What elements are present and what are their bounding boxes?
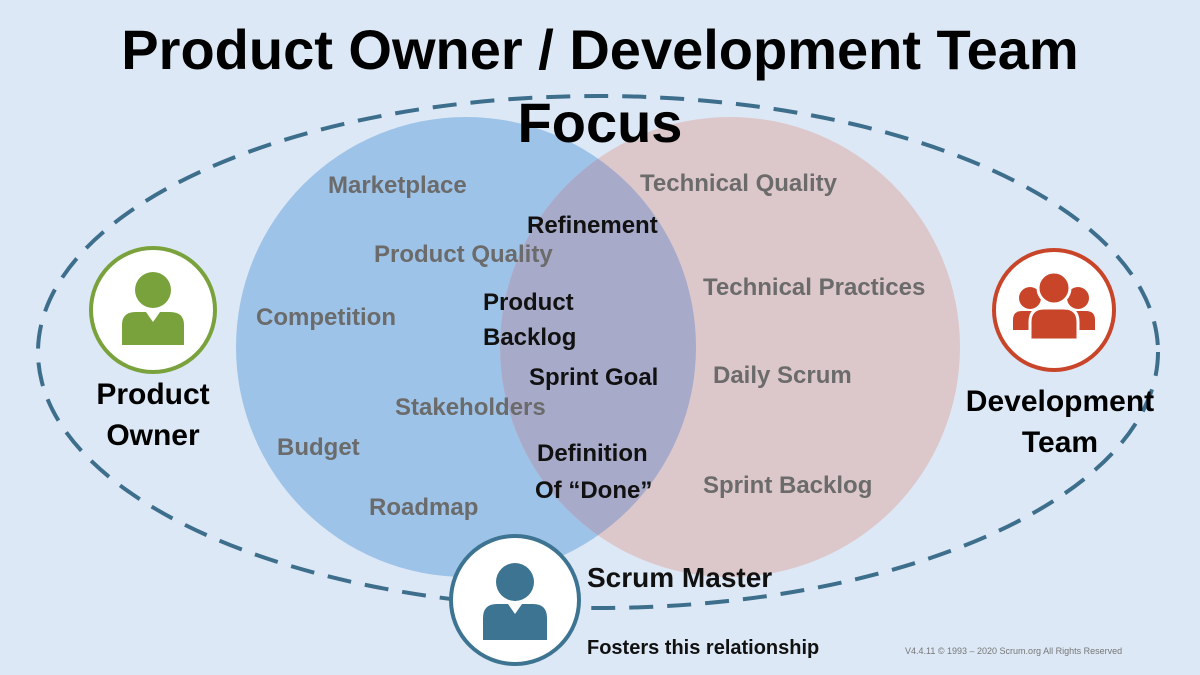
scrum-master-person-icon	[449, 534, 581, 666]
role-development-team-line1: Development	[965, 385, 1155, 418]
po-item-roadmap: Roadmap	[369, 494, 479, 521]
shared-item-sprint-goal: Sprint Goal	[529, 364, 659, 391]
dev-item-daily-scrum: Daily Scrum	[713, 362, 852, 389]
page-title: Product Owner / Development Team	[121, 18, 1079, 81]
footer-copyright-text: © 1993 – 2020 Scrum.org All Rights Reser…	[937, 646, 1123, 656]
shared-item-product-backlog-line2: Backlog	[483, 324, 577, 351]
role-scrum-master: Scrum Master	[587, 562, 773, 593]
dashed-outer-ellipse	[36, 94, 1160, 610]
scrum-master-note: Fosters this relationship	[587, 637, 820, 659]
development-team-group-icon	[992, 248, 1116, 372]
role-development-team: Development Team	[960, 382, 1160, 463]
po-item-product-quality: Product Quality	[374, 241, 553, 268]
po-item-budget: Budget	[277, 434, 360, 461]
footer-version: V4.4.11	[905, 646, 936, 656]
dev-item-sprint-backlog: Sprint Backlog	[703, 472, 873, 499]
overlap-region	[500, 117, 696, 577]
po-item-marketplace: Marketplace	[328, 172, 467, 199]
product-owner-person-icon	[89, 246, 217, 374]
role-product-owner: Product Owner	[73, 375, 233, 456]
shared-item-definition-of-done-line2: Of “Done”	[535, 477, 653, 504]
role-product-owner-line2: Owner	[106, 418, 200, 452]
po-item-stakeholders: Stakeholders	[395, 394, 546, 421]
footer-copyright: V4.4.11 © 1993 – 2020 Scrum.org All Righ…	[905, 646, 1122, 656]
shared-item-definition-of-done-line1: Definition	[537, 440, 648, 467]
dev-item-technical-quality: Technical Quality	[640, 170, 837, 197]
role-development-team-line2: Team	[1021, 425, 1099, 459]
dev-item-technical-practices: Technical Practices	[703, 274, 926, 301]
shared-item-product-backlog-line1: Product	[483, 289, 574, 316]
shared-item-refinement: Refinement	[527, 212, 658, 239]
po-item-competition: Competition	[256, 304, 396, 331]
role-product-owner-line1: Product	[96, 378, 210, 411]
page-title-focus: Focus	[517, 91, 683, 154]
